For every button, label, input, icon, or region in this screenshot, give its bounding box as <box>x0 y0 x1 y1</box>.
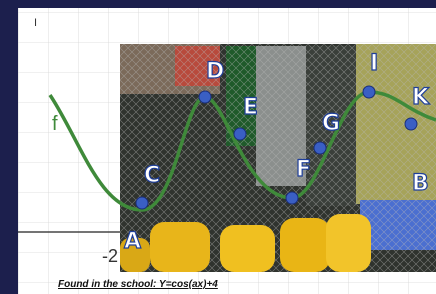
point <box>314 142 326 154</box>
point-label: I <box>370 51 378 76</box>
point <box>405 118 417 130</box>
slide: I f -2 A B C D E F G I K Found in the sc… <box>0 0 436 294</box>
cursor-mark: I <box>34 17 37 29</box>
point-label: E <box>243 95 258 120</box>
point <box>286 192 298 204</box>
photo <box>120 44 436 272</box>
point <box>199 91 211 103</box>
caption: Found in the school: Y=cos(ax)+4 <box>58 279 218 290</box>
point-label: D <box>206 59 224 84</box>
point-label: B <box>412 171 429 196</box>
function-label: f <box>52 113 58 135</box>
point-label: C <box>144 163 160 188</box>
point-label: K <box>412 85 430 110</box>
axis-label: -2 <box>102 246 118 266</box>
point <box>234 128 246 140</box>
point-label: A <box>124 229 141 254</box>
point-label: G <box>322 111 340 136</box>
point-label: F <box>296 157 311 182</box>
point <box>136 197 148 209</box>
point <box>363 86 375 98</box>
